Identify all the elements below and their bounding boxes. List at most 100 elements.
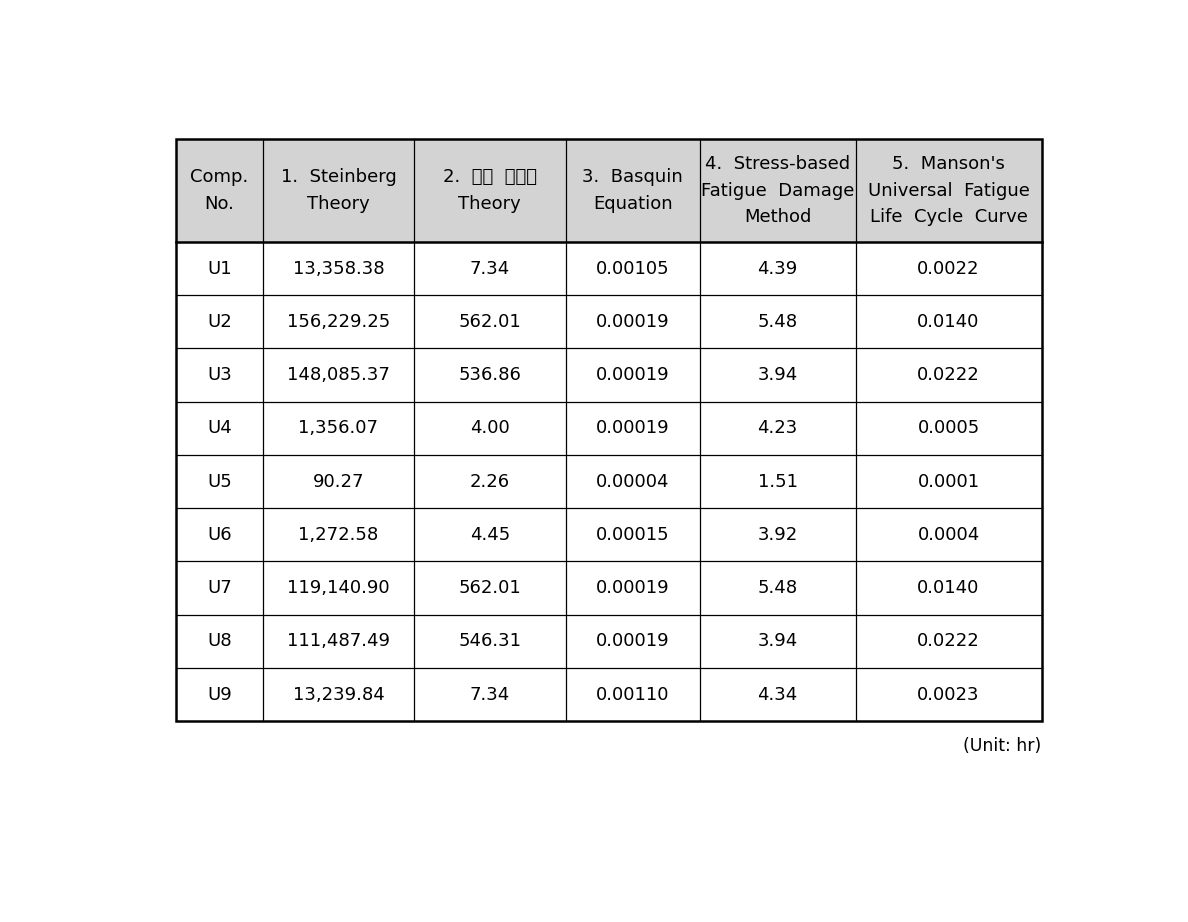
Text: 0.0140: 0.0140 [917, 579, 980, 597]
Bar [700, 615, 855, 668]
Bar [415, 402, 565, 455]
Bar [176, 615, 263, 668]
Bar [263, 508, 415, 561]
Text: 0.00019: 0.00019 [596, 579, 670, 597]
Bar [176, 139, 263, 242]
Text: 0.0140: 0.0140 [917, 313, 980, 331]
Bar [700, 561, 855, 615]
Text: 156,229.25: 156,229.25 [286, 313, 390, 331]
Bar [700, 402, 855, 455]
Text: 111,487.49: 111,487.49 [286, 632, 390, 650]
Text: U3: U3 [207, 366, 232, 384]
Bar [700, 508, 855, 561]
Text: 0.0222: 0.0222 [917, 366, 980, 384]
Text: 1,356.07: 1,356.07 [298, 420, 379, 437]
Text: U9: U9 [207, 686, 232, 703]
Bar [176, 349, 263, 402]
Bar [855, 561, 1042, 615]
Bar [700, 349, 855, 402]
Text: 0.0001: 0.0001 [917, 473, 980, 491]
Text: 562.01: 562.01 [459, 579, 522, 597]
Bar [176, 139, 1042, 721]
Text: 119,140.90: 119,140.90 [287, 579, 390, 597]
Text: 2.26: 2.26 [469, 473, 510, 491]
Text: 3.92: 3.92 [758, 526, 797, 544]
Bar [700, 242, 855, 295]
Text: U2: U2 [207, 313, 232, 331]
Text: (Unit: hr): (Unit: hr) [963, 737, 1042, 755]
Bar [263, 615, 415, 668]
Bar [415, 455, 565, 508]
Text: 536.86: 536.86 [459, 366, 522, 384]
Bar [176, 455, 263, 508]
Bar [700, 139, 855, 242]
Bar [263, 295, 415, 349]
Bar [176, 295, 263, 349]
Bar [415, 561, 565, 615]
Bar [263, 668, 415, 721]
Bar [855, 349, 1042, 402]
Text: 5.48: 5.48 [758, 313, 797, 331]
Text: 0.00004: 0.00004 [596, 473, 669, 491]
Text: Comp.
No.: Comp. No. [190, 169, 248, 213]
Bar [415, 508, 565, 561]
Text: 0.00105: 0.00105 [596, 260, 670, 278]
Text: 90.27: 90.27 [312, 473, 365, 491]
Text: 0.0023: 0.0023 [917, 686, 980, 703]
Bar [700, 455, 855, 508]
Bar [263, 561, 415, 615]
Text: 0.0004: 0.0004 [917, 526, 980, 544]
Bar [700, 295, 855, 349]
Bar [176, 402, 263, 455]
Text: 4.45: 4.45 [469, 526, 510, 544]
Bar [176, 561, 263, 615]
Text: 1.51: 1.51 [758, 473, 797, 491]
Bar [855, 455, 1042, 508]
Text: 5.  Manson's
Universal  Fatigue
Life  Cycle  Curve: 5. Manson's Universal Fatigue Life Cycle… [867, 155, 1030, 226]
Text: 4.34: 4.34 [758, 686, 797, 703]
Text: 5.48: 5.48 [758, 579, 797, 597]
Text: 546.31: 546.31 [459, 632, 522, 650]
Text: 3.  Basquin
Equation: 3. Basquin Equation [582, 169, 683, 213]
Bar [263, 455, 415, 508]
Bar [565, 139, 700, 242]
Text: U1: U1 [207, 260, 232, 278]
Text: U4: U4 [207, 420, 232, 437]
Text: 0.00019: 0.00019 [596, 632, 670, 650]
Text: 1.  Steinberg
Theory: 1. Steinberg Theory [280, 169, 397, 213]
Text: 0.0022: 0.0022 [917, 260, 980, 278]
Bar [855, 508, 1042, 561]
Bar [415, 295, 565, 349]
Text: 0.0005: 0.0005 [917, 420, 980, 437]
Text: 7.34: 7.34 [469, 260, 510, 278]
Bar [415, 242, 565, 295]
Text: 2.  임계  변형률
Theory: 2. 임계 변형률 Theory [443, 169, 537, 213]
Bar [565, 668, 700, 721]
Text: 0.00110: 0.00110 [596, 686, 669, 703]
Bar [565, 242, 700, 295]
Bar [263, 349, 415, 402]
Bar [855, 139, 1042, 242]
Text: 3.94: 3.94 [758, 366, 797, 384]
Bar [176, 668, 263, 721]
Text: 148,085.37: 148,085.37 [287, 366, 390, 384]
Bar [855, 295, 1042, 349]
Bar [263, 242, 415, 295]
Text: U6: U6 [207, 526, 232, 544]
Bar [565, 508, 700, 561]
Bar [565, 615, 700, 668]
Bar [263, 139, 415, 242]
Bar [565, 295, 700, 349]
Text: U8: U8 [207, 632, 232, 650]
Text: 0.00019: 0.00019 [596, 366, 670, 384]
Text: 0.00019: 0.00019 [596, 420, 670, 437]
Text: 1,272.58: 1,272.58 [298, 526, 379, 544]
Text: 13,358.38: 13,358.38 [292, 260, 384, 278]
Bar [565, 402, 700, 455]
Bar [565, 561, 700, 615]
Text: U5: U5 [207, 473, 232, 491]
Bar [415, 349, 565, 402]
Text: 4.39: 4.39 [758, 260, 797, 278]
Text: 0.00015: 0.00015 [596, 526, 670, 544]
Text: 4.  Stress-based
Fatigue  Damage
Method: 4. Stress-based Fatigue Damage Method [701, 155, 854, 226]
